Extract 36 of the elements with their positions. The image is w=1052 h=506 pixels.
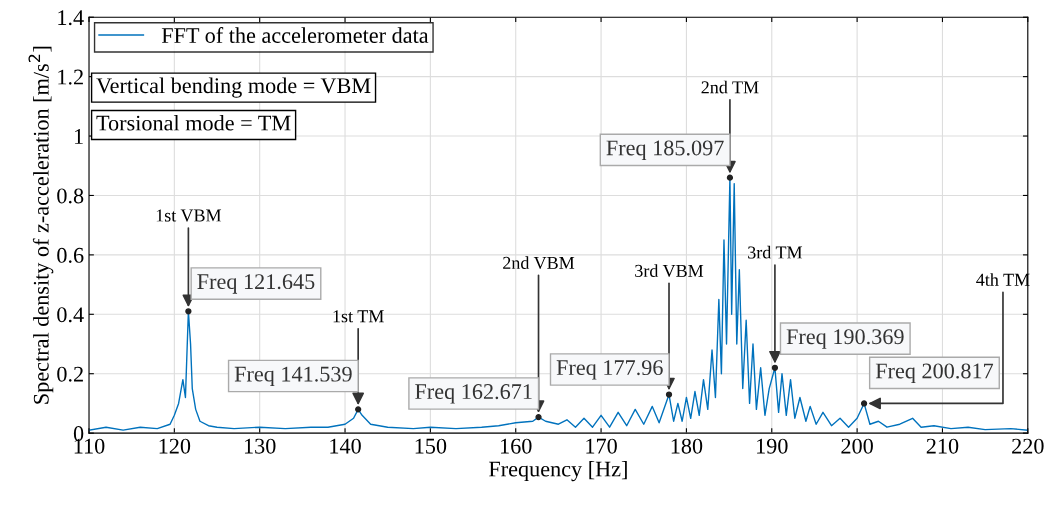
annotation: 1st VBM bbox=[156, 209, 222, 222]
y-tick-label: 0.8 bbox=[57, 188, 84, 204]
annotation: Torsional mode = TM bbox=[96, 114, 291, 131]
annotation: Freq 200.817 bbox=[875, 363, 994, 383]
annotation: Freq 121.645 bbox=[197, 274, 315, 294]
annotation: Freq 190.369 bbox=[786, 329, 904, 349]
annotation: Freq 162.671 bbox=[415, 384, 532, 404]
x-tick-label: 130 bbox=[244, 438, 276, 454]
annotation: 2nd VBM bbox=[503, 256, 575, 270]
annotation: Freq 185.097 bbox=[606, 140, 724, 160]
x-tick-label: 220 bbox=[1012, 438, 1044, 454]
y-tick-label: 1 bbox=[74, 129, 83, 144]
annotation: Freq 177.96 bbox=[556, 360, 663, 380]
y-tick-label: 0.2 bbox=[57, 366, 83, 382]
annotation: Freq 141.539 bbox=[234, 366, 352, 387]
x-tick-label: 190 bbox=[757, 438, 788, 454]
x-tick-label: 180 bbox=[671, 438, 703, 454]
y-tick-label: 1.4 bbox=[58, 10, 84, 26]
x-tick-label: 170 bbox=[586, 438, 617, 454]
y-tick-label: 1.2 bbox=[58, 69, 83, 85]
x-axis-title: Frequency [Hz] bbox=[489, 460, 627, 482]
x-tick-label: 160 bbox=[501, 438, 532, 454]
y-tick-label: 0.4 bbox=[57, 307, 84, 323]
x-tick-label: 150 bbox=[415, 438, 447, 454]
annotation: Vertical bending mode = VBM bbox=[96, 77, 371, 98]
x-tick-label: 210 bbox=[926, 438, 959, 454]
annotation: 3rd TM bbox=[748, 245, 803, 259]
x-tick-label: 200 bbox=[841, 438, 873, 454]
y-axis-title: Spectral density of z-acceleration [m/s$^{2}$] bbox=[28, 46, 54, 404]
y-tick-label: 0.6 bbox=[57, 247, 84, 263]
x-tick-label: 140 bbox=[330, 438, 361, 454]
annotation: 3rd VBM bbox=[635, 264, 704, 278]
annotation: 1st TM bbox=[333, 310, 384, 323]
annotation: 2nd TM bbox=[701, 80, 759, 94]
legend-label: FFT of the accelerometer data bbox=[161, 27, 429, 43]
x-tick-label: 120 bbox=[159, 438, 191, 454]
